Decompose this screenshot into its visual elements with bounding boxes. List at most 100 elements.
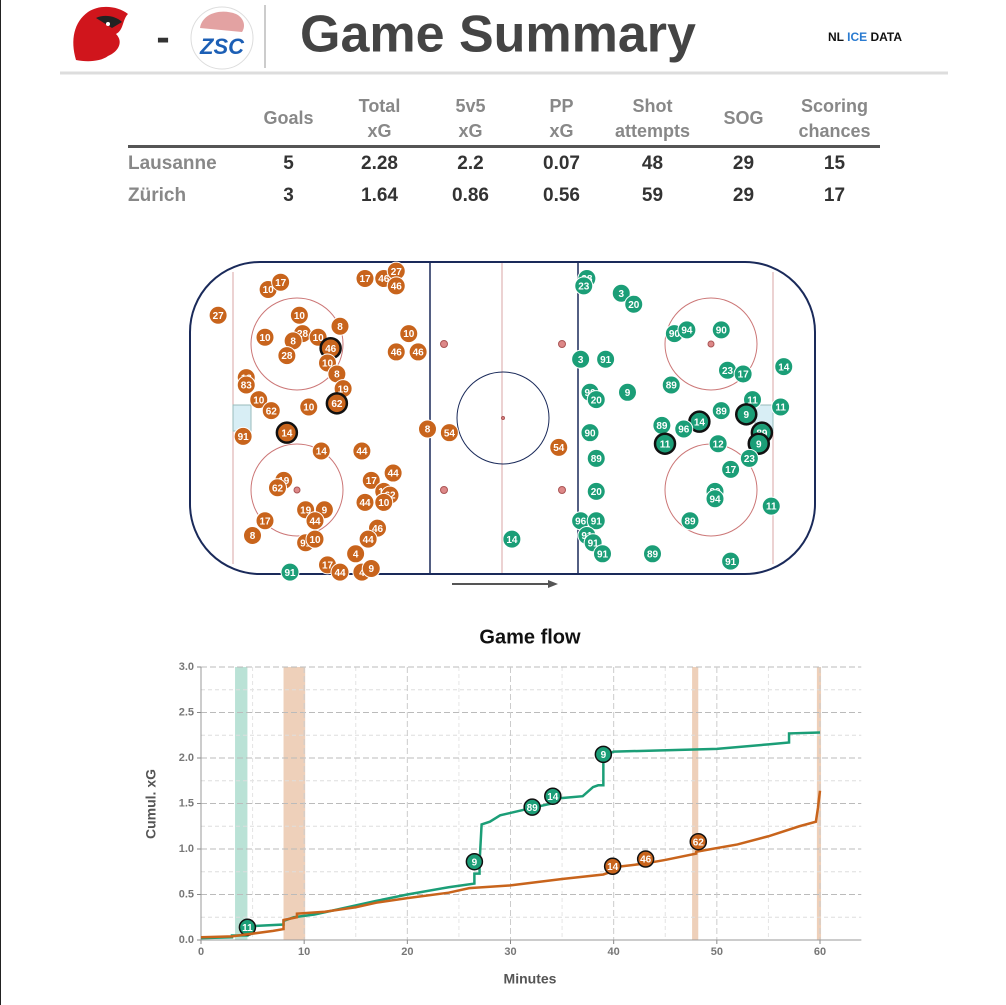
column-header: SOG: [698, 92, 789, 148]
shot-label: 19: [338, 384, 350, 395]
goal-shot: [653, 432, 677, 455]
goal-label: 11: [242, 923, 253, 934]
y-tick-label: 3.0: [179, 661, 194, 673]
penalty-span: [692, 667, 699, 940]
shot-label: 94: [681, 326, 693, 337]
shot-label: 20: [628, 300, 640, 311]
shot: [408, 342, 428, 362]
shot: [574, 276, 594, 296]
shot-label: 90: [584, 428, 596, 439]
goal-marker: [523, 798, 541, 816]
shot-label: 9: [625, 388, 631, 399]
summary-table: Goals Total xG 5v5 xG PP xG Shot attempts SOG…: [128, 92, 880, 212]
shot-label: 10: [309, 535, 321, 546]
goal-shot: [747, 432, 770, 455]
shot-label: 46: [372, 524, 384, 535]
shot-label: 10: [294, 311, 306, 322]
shot: [299, 397, 319, 417]
x-axis-label: Minutes: [504, 971, 557, 987]
table-cell: 2.2: [457, 153, 484, 174]
shot-label: 90: [716, 326, 728, 337]
shot-label: 89: [647, 549, 659, 560]
shot-label: 89: [716, 406, 728, 417]
column-header: 5v5 xG: [425, 92, 516, 148]
shot-label: 96: [678, 425, 690, 436]
chart-title: Game flow: [479, 626, 581, 648]
shot-label: 11: [747, 395, 758, 406]
shot: [643, 544, 662, 564]
shot-label: 19: [300, 505, 312, 516]
shot-label: 8: [334, 370, 340, 381]
shot-label: 10: [253, 395, 265, 406]
shot: [386, 342, 406, 362]
goal-marker: [636, 850, 655, 868]
shot-label: 8: [290, 337, 296, 348]
shot-label: 54: [444, 428, 456, 439]
xg-line: [200, 790, 822, 939]
x-tick-label: 30: [504, 946, 516, 958]
shot-label: 10: [322, 359, 334, 370]
shot: [289, 305, 309, 325]
shot-label: 14: [281, 428, 293, 439]
shot-label: 62: [331, 399, 343, 410]
shot: [624, 294, 644, 314]
shot: [208, 305, 228, 325]
table-cell: 0.56: [543, 185, 580, 206]
shot-label: 89: [666, 381, 678, 392]
shot: [418, 419, 437, 439]
shot: [721, 459, 741, 479]
shot-label: 89: [684, 516, 696, 527]
shot-label: 96: [575, 516, 587, 527]
table-cell: 2.28: [361, 153, 398, 174]
shot: [580, 423, 600, 443]
team-name: Lausanne: [128, 153, 217, 174]
shot-label: 10: [313, 333, 325, 344]
shot-label: 4: [359, 568, 365, 579]
shot-label: 91: [300, 538, 312, 549]
shot: [330, 562, 350, 582]
x-tick-label: 20: [401, 946, 413, 958]
shot-label: 91: [591, 516, 603, 527]
shot: [674, 419, 694, 439]
shot-label: 28: [281, 351, 293, 362]
shot: [355, 269, 375, 289]
shot-label: 17: [259, 516, 271, 527]
shot-label: 10: [303, 403, 315, 414]
shot-label: 10: [378, 498, 390, 509]
goal-label: 9: [472, 857, 478, 868]
shot: [243, 525, 262, 545]
shot: [721, 551, 741, 571]
shot: [249, 390, 269, 410]
goal-label: 62: [693, 837, 705, 848]
goal-label: 14: [547, 792, 559, 803]
shot: [255, 327, 275, 347]
shot-label: 11: [660, 439, 671, 450]
y-tick-label: 2.5: [179, 706, 194, 718]
shot: [352, 441, 372, 461]
home-logo: [73, 6, 128, 62]
shot-label: 91: [284, 568, 296, 579]
x-tick-label: 60: [814, 946, 826, 958]
shot-label: 28: [297, 329, 309, 340]
shot-label: 3: [618, 289, 624, 300]
table-row: Zürich 3 1.64 0.86 0.56 59 29 17: [128, 180, 880, 212]
shot-label: 17: [738, 370, 750, 381]
shot: [549, 437, 569, 457]
column-header: Scoring chances: [789, 92, 880, 148]
shot: [593, 544, 612, 564]
shot: [361, 558, 381, 578]
table-cell: 3: [283, 185, 294, 206]
shot-label: 83: [241, 381, 253, 392]
goal-shot: [275, 421, 299, 444]
goal-marker: [603, 857, 622, 876]
shot-label: 54: [553, 443, 565, 454]
table-row: Lausanne 5 2.28 2.2 0.07 48 29 15: [128, 147, 880, 181]
shot-label: 12: [713, 439, 725, 450]
goal-marker: [594, 745, 613, 764]
shot-label: 14: [506, 535, 518, 546]
shot: [586, 390, 606, 410]
goal-label: 9: [601, 750, 607, 761]
shot: [268, 478, 287, 498]
x-tick-label: 0: [198, 946, 204, 958]
